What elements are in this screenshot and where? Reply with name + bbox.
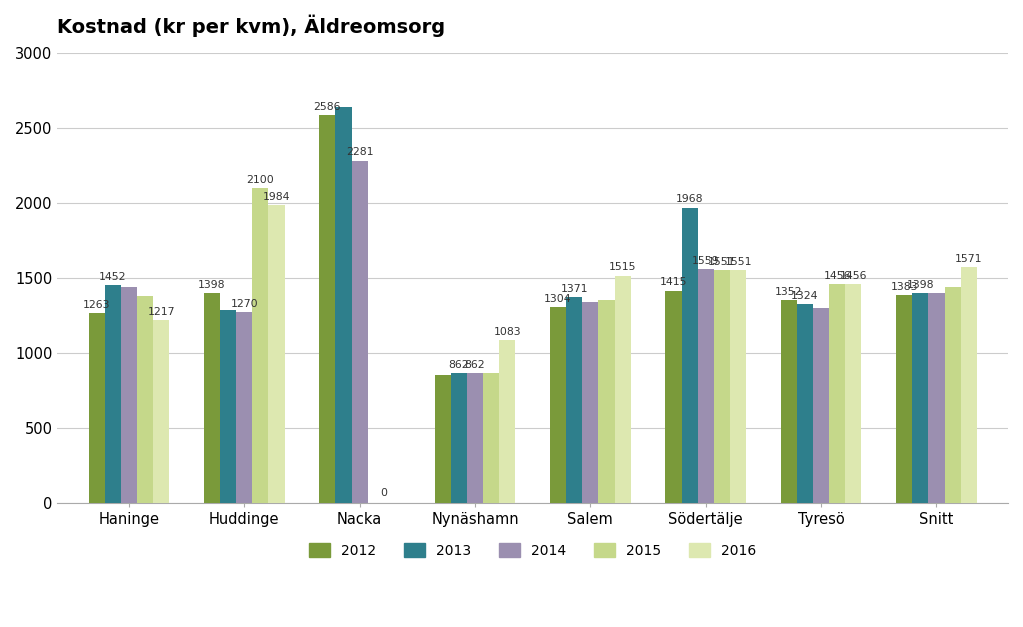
Text: 1371: 1371 <box>561 284 588 294</box>
Text: 1383: 1383 <box>890 282 918 292</box>
Text: 1217: 1217 <box>147 307 175 317</box>
Bar <box>253 188 268 503</box>
Text: 1559: 1559 <box>692 256 719 266</box>
Bar <box>104 285 121 503</box>
Text: 1352: 1352 <box>775 287 803 297</box>
Text: 2100: 2100 <box>247 174 274 184</box>
Text: 1551: 1551 <box>724 257 752 267</box>
Bar <box>929 293 944 503</box>
Text: 1415: 1415 <box>660 277 687 287</box>
Bar <box>681 208 698 503</box>
Bar <box>236 312 253 503</box>
Text: 1551: 1551 <box>708 257 736 267</box>
Bar <box>121 287 137 503</box>
Bar <box>566 297 582 503</box>
Text: 2281: 2281 <box>346 147 373 157</box>
Bar <box>698 269 714 503</box>
Text: 1571: 1571 <box>955 254 982 264</box>
Bar <box>220 310 236 503</box>
Bar <box>797 304 813 503</box>
Bar <box>781 300 797 503</box>
Text: 1452: 1452 <box>99 271 127 282</box>
Text: 1456: 1456 <box>840 271 868 281</box>
Text: 1324: 1324 <box>791 291 818 301</box>
Bar <box>598 300 615 503</box>
Text: 1083: 1083 <box>493 327 521 337</box>
Text: 862: 862 <box>448 360 470 370</box>
Text: 1270: 1270 <box>230 299 258 309</box>
Text: 1984: 1984 <box>263 192 291 202</box>
Text: 1456: 1456 <box>824 271 851 281</box>
Bar <box>352 161 367 503</box>
Text: 1263: 1263 <box>83 300 110 310</box>
Bar <box>944 287 961 503</box>
Text: 0: 0 <box>381 488 388 498</box>
Bar <box>615 275 631 503</box>
Text: 862: 862 <box>464 360 485 370</box>
Bar <box>845 285 861 503</box>
Bar <box>336 107 352 503</box>
Text: 2586: 2586 <box>314 102 341 112</box>
Bar <box>268 205 284 503</box>
Bar <box>961 267 977 503</box>
Text: 1968: 1968 <box>676 194 704 204</box>
Text: 1515: 1515 <box>609 262 636 272</box>
Bar <box>582 302 598 503</box>
Bar <box>451 374 466 503</box>
Text: 1304: 1304 <box>544 294 572 304</box>
Bar <box>89 314 104 503</box>
Bar <box>550 307 566 503</box>
Text: Kostnad (kr per kvm), Äldreomsorg: Kostnad (kr per kvm), Äldreomsorg <box>57 15 445 38</box>
Bar <box>813 308 830 503</box>
Bar <box>896 295 913 503</box>
Bar <box>435 375 451 503</box>
Text: 1398: 1398 <box>906 280 934 290</box>
Bar <box>204 293 220 503</box>
Bar <box>483 374 499 503</box>
Text: 1398: 1398 <box>198 280 226 290</box>
Bar <box>830 285 845 503</box>
Bar <box>466 374 483 503</box>
Bar <box>665 290 681 503</box>
Bar <box>319 115 336 503</box>
Bar <box>499 340 516 503</box>
Legend: 2012, 2013, 2014, 2015, 2016: 2012, 2013, 2014, 2015, 2016 <box>304 537 761 563</box>
Bar <box>730 270 746 503</box>
Bar <box>913 293 929 503</box>
Bar <box>153 320 169 503</box>
Bar <box>137 296 153 503</box>
Bar <box>714 270 730 503</box>
